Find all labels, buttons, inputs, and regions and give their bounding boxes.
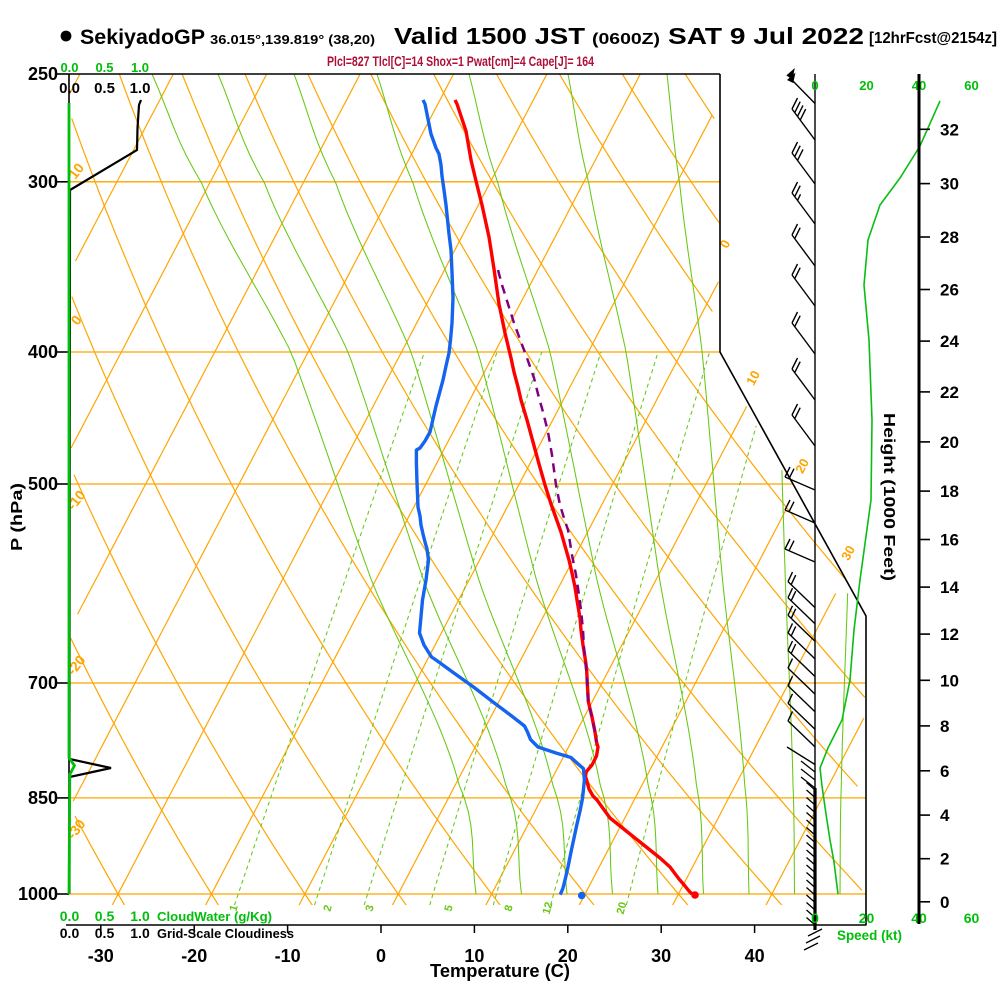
svg-text:0: 0 [811,78,818,93]
svg-text:0.5: 0.5 [95,925,115,941]
svg-text:20: 20 [859,78,873,93]
svg-text:250: 250 [28,64,58,84]
svg-text:10: 10 [464,946,484,966]
svg-text:850: 850 [28,788,58,808]
svg-text:[12hrFcst@2154z]: [12hrFcst@2154z] [869,30,997,47]
svg-text:20: 20 [940,433,959,452]
svg-text:30: 30 [940,175,959,194]
svg-text:0: 0 [940,893,949,912]
svg-text:3: 3 [364,904,377,913]
svg-text:-10: -10 [275,946,301,966]
svg-text:12: 12 [940,625,959,644]
svg-text:0.5: 0.5 [95,60,113,75]
svg-text:Speed (kt): Speed (kt) [837,927,902,943]
svg-text:14: 14 [940,578,959,597]
svg-text:300: 300 [28,172,58,192]
svg-text:5: 5 [443,904,456,913]
svg-text:SAT 9 Jul 2022: SAT 9 Jul 2022 [668,23,864,49]
svg-text:10: 10 [940,671,959,690]
svg-text:24: 24 [940,332,959,351]
svg-text:1.0: 1.0 [130,80,151,97]
svg-text:400: 400 [28,342,58,362]
svg-text:0.0: 0.0 [60,925,80,941]
svg-text:0.0: 0.0 [59,80,80,97]
svg-text:8: 8 [503,904,516,913]
svg-text:20: 20 [792,456,812,476]
svg-text:26: 26 [940,281,959,300]
svg-text:SekiyadoGP: SekiyadoGP [80,26,205,49]
svg-text:8: 8 [940,717,949,736]
svg-text:18: 18 [940,482,959,501]
svg-text:0.5: 0.5 [95,908,115,924]
svg-text:0.0: 0.0 [60,908,80,924]
svg-text:2: 2 [940,850,949,869]
svg-text:1: 1 [228,904,241,913]
svg-text:1.0: 1.0 [130,925,150,941]
svg-text:22: 22 [940,383,959,402]
svg-text:500: 500 [28,474,58,494]
svg-text:Height (1000 Feet): Height (1000 Feet) [880,413,897,581]
svg-text:60: 60 [964,78,978,93]
svg-text:16: 16 [940,531,959,550]
svg-text:0: 0 [376,946,386,966]
svg-text:28: 28 [940,228,959,247]
svg-text:32: 32 [940,120,959,139]
svg-text:0: 0 [811,910,819,926]
svg-text:Grid-Scale Cloudiness: Grid-Scale Cloudiness [157,926,294,941]
svg-text:CloudWater (g/Kg): CloudWater (g/Kg) [157,909,272,924]
svg-text:-30: -30 [88,946,114,966]
svg-text:P (hPa): P (hPa) [9,483,26,551]
svg-text:60: 60 [964,910,980,926]
svg-text:20: 20 [615,901,630,916]
svg-text:30: 30 [651,946,671,966]
svg-text:12: 12 [541,901,556,916]
svg-text:0.0: 0.0 [60,60,78,75]
svg-text:4: 4 [940,806,950,825]
svg-text:1.0: 1.0 [130,908,150,924]
svg-text:40: 40 [745,946,765,966]
svg-text:700: 700 [28,673,58,693]
svg-text:-20: -20 [181,946,207,966]
svg-text:10: 10 [743,368,763,388]
svg-text:0.5: 0.5 [94,80,115,97]
svg-text:Valid 1500 JST: Valid 1500 JST [394,23,585,49]
svg-text:20: 20 [558,946,578,966]
svg-text:Plcl=827 Tlcl[C]=14 Shox=1 Pwa: Plcl=827 Tlcl[C]=14 Shox=1 Pwat[cm]=4 Ca… [327,53,594,69]
svg-text:1.0: 1.0 [131,60,149,75]
svg-text:(0600Z): (0600Z) [592,31,660,48]
svg-text:20: 20 [859,910,875,926]
svg-text:2: 2 [322,904,335,913]
svg-text:30: 30 [838,543,858,563]
svg-text:36.015°,139.819° (38,20): 36.015°,139.819° (38,20) [210,32,375,47]
svg-text:1000: 1000 [18,884,58,904]
svg-text:6: 6 [940,762,949,781]
svg-text:Temperature (C): Temperature (C) [430,961,570,981]
